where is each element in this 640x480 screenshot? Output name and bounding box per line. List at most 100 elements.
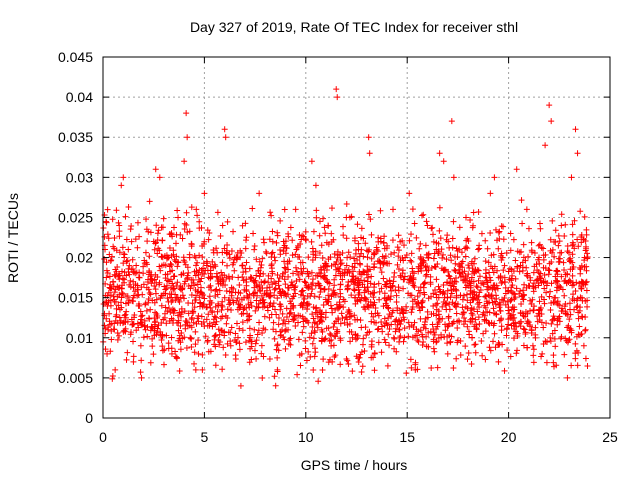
- data-point: [541, 300, 548, 307]
- data-point: [229, 261, 236, 268]
- data-point: [135, 291, 142, 298]
- data-point: [462, 253, 469, 260]
- data-point: [164, 295, 171, 302]
- x-tick-label: 0: [99, 429, 107, 445]
- data-point: [525, 225, 532, 232]
- data-point: [501, 262, 508, 269]
- data-point: [341, 298, 348, 305]
- data-point: [308, 290, 315, 297]
- data-point: [104, 206, 111, 213]
- data-point: [126, 262, 133, 269]
- data-point: [546, 102, 553, 109]
- data-point: [547, 334, 554, 341]
- data-point: [270, 319, 277, 326]
- data-point: [116, 314, 123, 321]
- data-point: [354, 335, 361, 342]
- data-point: [162, 304, 169, 311]
- data-point: [228, 324, 235, 331]
- data-point: [475, 293, 482, 300]
- data-point: [147, 291, 154, 298]
- data-point: [248, 338, 255, 345]
- data-point: [116, 306, 123, 313]
- data-point: [428, 365, 435, 372]
- data-point: [355, 240, 362, 247]
- data-point: [227, 338, 234, 345]
- data-point: [476, 320, 483, 327]
- data-point: [584, 250, 591, 257]
- data-point: [325, 286, 332, 293]
- data-point: [397, 272, 404, 279]
- data-point: [474, 308, 481, 315]
- data-point: [367, 290, 374, 297]
- data-point: [411, 319, 418, 326]
- data-point: [538, 293, 545, 300]
- data-point: [219, 366, 226, 373]
- data-point: [120, 174, 127, 181]
- data-point: [196, 225, 203, 232]
- data-point: [468, 305, 475, 312]
- data-point: [204, 227, 211, 234]
- data-point: [569, 239, 576, 246]
- data-point: [267, 209, 274, 216]
- data-point: [371, 250, 378, 257]
- data-point: [546, 267, 553, 274]
- data-point: [344, 268, 351, 275]
- data-point: [334, 254, 341, 261]
- data-point: [445, 268, 452, 275]
- data-point: [420, 211, 427, 218]
- data-point: [448, 290, 455, 297]
- data-point: [138, 357, 145, 364]
- data-point: [536, 313, 543, 320]
- data-point: [237, 254, 244, 261]
- data-point: [558, 333, 565, 340]
- data-point: [475, 277, 482, 284]
- data-point: [440, 282, 447, 289]
- data-point: [253, 256, 260, 263]
- data-point: [571, 217, 578, 224]
- data-point: [584, 255, 591, 262]
- data-point: [130, 358, 137, 365]
- data-point: [281, 276, 288, 283]
- data-point: [486, 344, 493, 351]
- data-point: [136, 302, 143, 309]
- data-point: [374, 258, 381, 265]
- data-point: [274, 366, 281, 373]
- data-point: [321, 286, 328, 293]
- data-point: [175, 259, 182, 266]
- data-point: [547, 307, 554, 314]
- data-point: [116, 233, 123, 240]
- data-point: [548, 299, 555, 306]
- data-point: [569, 266, 576, 273]
- data-point: [401, 273, 408, 280]
- data-point: [160, 290, 167, 297]
- data-point: [336, 304, 343, 311]
- x-tick-label: 25: [602, 429, 618, 445]
- data-point: [193, 206, 200, 213]
- data-point: [574, 295, 581, 302]
- data-point: [199, 253, 206, 260]
- data-point: [425, 329, 432, 336]
- data-point: [569, 296, 576, 303]
- data-point: [165, 340, 172, 347]
- data-point: [519, 267, 526, 274]
- data-point: [331, 320, 338, 327]
- data-point: [113, 247, 120, 254]
- data-point: [510, 236, 517, 243]
- data-point: [188, 204, 195, 211]
- data-point: [232, 289, 239, 296]
- data-point: [436, 204, 443, 211]
- data-point: [113, 311, 120, 318]
- data-point: [127, 226, 134, 233]
- data-point: [251, 243, 258, 250]
- data-point: [136, 233, 143, 240]
- data-point: [350, 273, 357, 280]
- data-point: [343, 214, 350, 221]
- data-point: [144, 278, 151, 285]
- data-point: [444, 350, 451, 357]
- data-point: [134, 286, 141, 293]
- data-point: [277, 288, 284, 295]
- data-point: [168, 334, 175, 341]
- data-point: [530, 269, 537, 276]
- data-point: [103, 267, 110, 274]
